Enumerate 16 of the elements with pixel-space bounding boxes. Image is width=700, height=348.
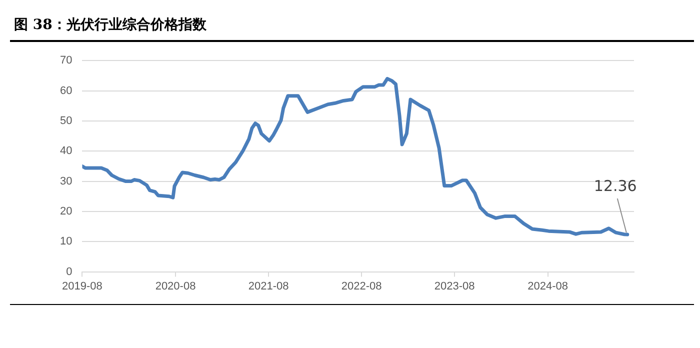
y-tick-label: 30 [60, 175, 72, 188]
x-tick-label: 2019-08 [62, 280, 102, 292]
x-tick-label: 2024-08 [528, 280, 568, 292]
y-tick-label: 10 [60, 236, 72, 248]
x-tick-label: 2022-08 [341, 280, 382, 292]
y-tick-label: 0 [66, 266, 72, 278]
y-tick-label: 50 [60, 114, 72, 127]
y-tick-label: 70 [60, 54, 72, 67]
chart-title: 图 38：光伏行业综合价格指数 [14, 16, 206, 34]
y-tick-label: 20 [60, 205, 72, 218]
y-tick-label: 40 [60, 145, 72, 158]
annotation: 12.36 [594, 176, 637, 195]
x-tick-label: 2023-08 [434, 280, 475, 292]
x-tick-label: 2020-08 [155, 280, 196, 292]
x-tick-label: 2021-08 [248, 280, 289, 292]
y-tick-label: 60 [60, 84, 72, 97]
